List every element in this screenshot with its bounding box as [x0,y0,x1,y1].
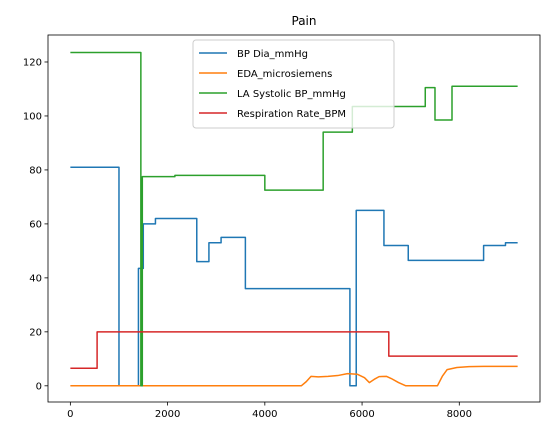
x-tick-label: 4000 [252,409,277,420]
legend-label: EDA_microsiemens [237,69,332,80]
chart-title: Pain [292,14,317,28]
y-tick-label: 120 [23,57,42,68]
y-tick-label: 100 [23,111,42,122]
series-line-2 [70,365,518,387]
y-tick-label: 0 [36,381,42,392]
y-tick-label: 40 [29,273,42,284]
legend-label: LA Systolic BP_mmHg [237,89,346,100]
series-line-3 [70,51,518,387]
legend-label: BP Dia_mmHg [237,49,308,60]
x-tick-label: 2000 [155,409,180,420]
y-tick-label: 60 [29,219,42,230]
plot-frame [47,34,541,403]
x-tick-label: 6000 [349,409,374,420]
x-tick-label: 8000 [447,409,472,420]
series-layer [70,51,518,387]
legend: BP Dia_mmHg EDA_microsiemens LA Systolic B… [192,39,395,129]
series-line-4 [70,331,518,370]
x-tick-label: 0 [67,409,73,420]
legend-box [192,39,395,129]
ticks-layer: 0 2000 4000 6000 8000 0 20 40 60 80 100 120 [23,57,472,420]
y-tick-label: 80 [29,165,42,176]
y-tick-label: 20 [29,327,42,338]
legend-label: Respiration Rate_BPM [237,109,346,120]
